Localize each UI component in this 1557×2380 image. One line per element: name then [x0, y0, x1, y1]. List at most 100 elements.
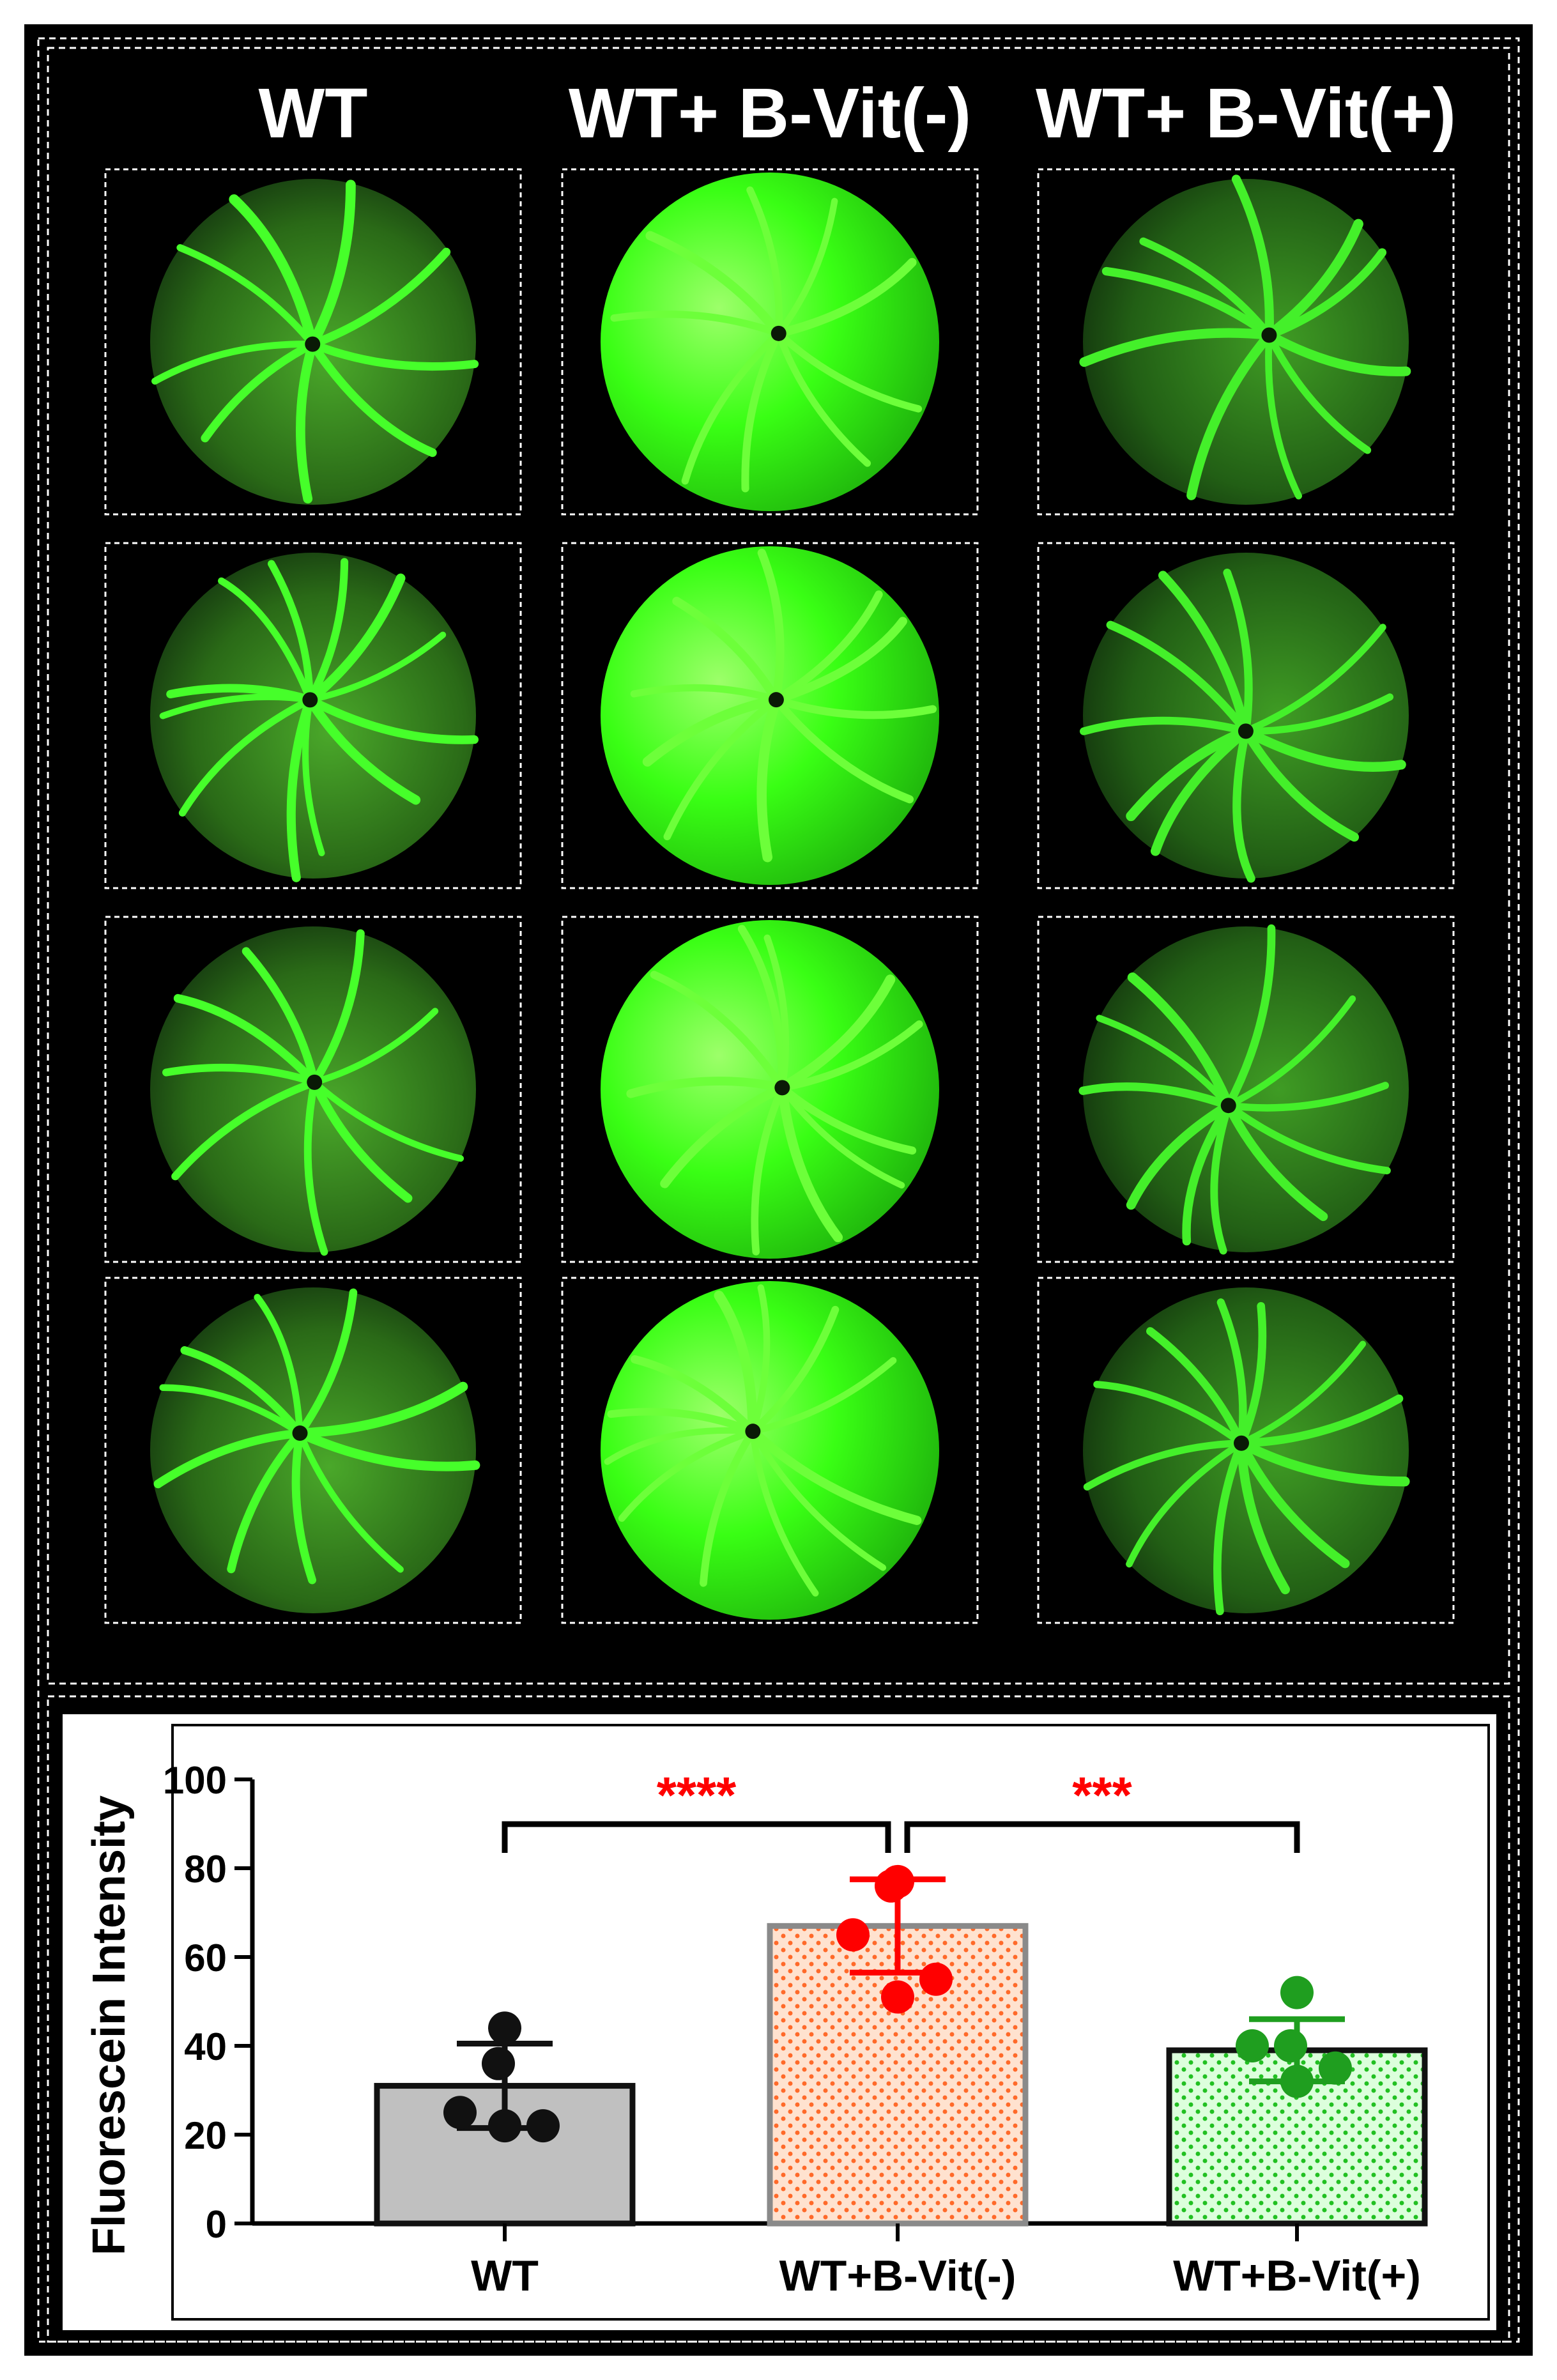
retinal-vessel	[777, 974, 896, 1093]
data-point	[482, 2046, 515, 2080]
fundus-image	[104, 1277, 522, 1624]
retinal-vessel	[751, 1084, 786, 1255]
retinal-vessel	[1264, 248, 1387, 340]
retinal-vessel	[1237, 1301, 1267, 1448]
retinal-vessel	[775, 330, 923, 413]
data-point	[881, 1980, 914, 2014]
retinal-vessel	[1231, 174, 1274, 340]
retinal-vessel	[306, 558, 349, 704]
retinal-vessel	[296, 1288, 358, 1438]
retinal-vessel	[663, 696, 780, 841]
significance-bracket	[904, 1821, 1300, 1853]
retinal-vessel	[1264, 219, 1363, 341]
optic-disc	[1261, 327, 1277, 343]
retinal-vessel	[749, 1305, 840, 1436]
y-tick-label: 20	[184, 2114, 227, 2157]
retinal-vessel	[1236, 1438, 1291, 1595]
data-point	[488, 2011, 521, 2045]
retinal-vessel	[756, 695, 781, 863]
retinal-vessel	[254, 1294, 303, 1437]
optic-disc	[1220, 1098, 1236, 1114]
retinal-vessel	[229, 194, 318, 349]
data-point	[488, 2109, 521, 2143]
retinal-vessel	[1083, 1440, 1245, 1491]
significance-label: ****	[657, 1767, 737, 1823]
fundus-image	[104, 542, 522, 889]
data-point	[1280, 1976, 1314, 2009]
chart-panel-border	[47, 1695, 1510, 2343]
retinal-vessel	[295, 1428, 480, 1471]
retinal-vessel	[779, 1084, 905, 1189]
retinal-vessel	[1224, 1082, 1389, 1112]
retinal-vessel	[307, 180, 356, 349]
fundus-image	[561, 542, 979, 889]
retinal-vessel	[681, 330, 783, 485]
optic-disc	[745, 1424, 761, 1440]
retinal-vessel	[645, 231, 784, 339]
retinal-vessel	[1210, 1102, 1232, 1255]
retinal-vessel	[714, 1290, 758, 1437]
column-header-bvit-minus: WT+ B-Vit(-)	[569, 74, 971, 153]
retinal-vessel	[1216, 1298, 1247, 1447]
optic-disc	[302, 692, 318, 708]
retinal-vessel	[618, 1427, 756, 1522]
retinal-vessel	[296, 1429, 404, 1573]
retinal-vessel	[1265, 332, 1303, 500]
retinal-vessel	[1241, 726, 1360, 842]
retinal-vessel	[626, 1077, 787, 1098]
retinal-vessel	[311, 1079, 464, 1162]
retinal-vessel	[305, 695, 479, 744]
column-header-bvit-plus: WT+ B-Vit(+)	[1036, 74, 1456, 153]
image-frame	[561, 916, 979, 1263]
retinal-vessel	[1213, 1439, 1246, 1616]
retinal-vessel	[1225, 995, 1356, 1109]
y-tick-label: 80	[184, 1848, 227, 1891]
fundus-image	[1037, 916, 1455, 1263]
fundus-image	[561, 916, 979, 1263]
data-point	[875, 1869, 908, 1903]
data-point	[1236, 2029, 1269, 2062]
retinal-vessel	[749, 1357, 897, 1435]
retinal-vessel	[1224, 1102, 1391, 1174]
significance-bracket	[502, 1821, 891, 1853]
retinal-vessel	[1264, 330, 1411, 376]
data-point	[526, 2109, 560, 2143]
retina-disc	[150, 553, 476, 879]
y-axis-label: Fluorescein Intensity	[84, 1795, 135, 2255]
retinal-vessel	[180, 1346, 304, 1438]
data-point	[1280, 2064, 1314, 2098]
retina-disc	[1083, 179, 1409, 505]
retinal-vessel	[227, 1429, 305, 1574]
retinal-vessel	[308, 247, 451, 349]
image-frame	[104, 1277, 522, 1624]
image-frame	[561, 542, 979, 889]
optic-disc	[774, 1080, 790, 1096]
retinal-vessel	[1126, 1440, 1245, 1568]
image-frame	[1037, 1277, 1455, 1624]
retinal-vessel	[746, 186, 783, 337]
retinal-vessel	[749, 1428, 887, 1571]
retinal-vessel	[604, 1427, 756, 1465]
retinal-vessel	[1106, 620, 1250, 735]
optic-disc	[1234, 1435, 1250, 1451]
retinal-vessel	[741, 329, 783, 493]
retinal-vessel	[305, 573, 406, 705]
image-frame	[1037, 916, 1455, 1263]
retinal-vessel	[778, 1020, 923, 1092]
y-tick-label: 60	[184, 1937, 227, 1979]
retinal-vessel	[772, 695, 937, 719]
fundus-image	[1037, 542, 1455, 889]
retinal-vessel	[1224, 924, 1276, 1110]
retinal-vessel	[1150, 726, 1251, 856]
retinal-vessel	[775, 330, 871, 467]
retinal-vessel	[757, 548, 785, 704]
fundus-image	[561, 1277, 979, 1624]
retinal-vessel	[1223, 569, 1253, 735]
retinal-vessel	[1186, 330, 1274, 500]
column-headers: WT WT+ B-Vit(-) WT+ B-Vit(+)	[258, 74, 1455, 153]
image-frame	[104, 916, 522, 1263]
fundus-image	[561, 168, 979, 516]
retinal-vessel	[748, 1426, 922, 1525]
retinal-vessel	[1127, 972, 1234, 1110]
retinal-vessel	[772, 695, 914, 804]
